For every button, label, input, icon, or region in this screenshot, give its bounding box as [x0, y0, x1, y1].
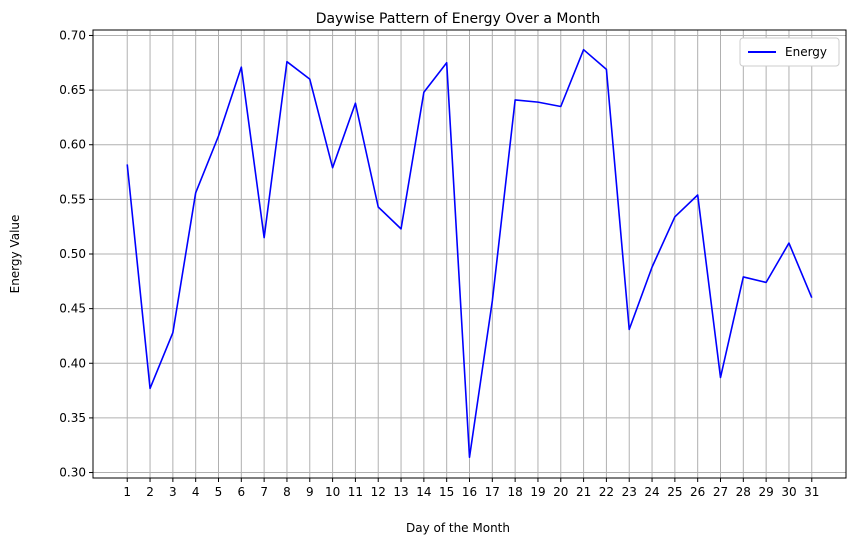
x-tick-label: 18 — [507, 485, 522, 499]
x-tick-label: 20 — [553, 485, 568, 499]
x-tick-label: 22 — [599, 485, 614, 499]
y-tick-label: 0.65 — [59, 83, 86, 97]
x-tick-label: 30 — [781, 485, 796, 499]
x-tick-label: 8 — [283, 485, 291, 499]
x-tick-label: 24 — [644, 485, 659, 499]
y-tick-label: 0.45 — [59, 302, 86, 316]
x-tick-label: 27 — [713, 485, 728, 499]
x-tick-label: 26 — [690, 485, 705, 499]
series-layer — [126, 48, 813, 459]
x-tick-label: 16 — [462, 485, 477, 499]
x-tick-label: 10 — [325, 485, 340, 499]
x-tick-label: 3 — [169, 485, 177, 499]
x-tick-label: 28 — [736, 485, 751, 499]
x-tick-label: 14 — [416, 485, 431, 499]
x-tick-label: 11 — [348, 485, 363, 499]
x-tick-label: 4 — [192, 485, 200, 499]
x-tick-label: 9 — [306, 485, 314, 499]
x-tick-label: 19 — [530, 485, 545, 499]
x-tick-label: 15 — [439, 485, 454, 499]
y-tick-label: 0.70 — [59, 28, 86, 42]
chart-title: Daywise Pattern of Energy Over a Month — [316, 11, 601, 27]
x-tick-label: 12 — [371, 485, 386, 499]
x-tick-label: 5 — [215, 485, 223, 499]
x-tick-label: 2 — [146, 485, 154, 499]
x-tick-label: 31 — [804, 485, 819, 499]
x-tick-label: 25 — [667, 485, 682, 499]
legend-box — [739, 37, 840, 67]
y-tick-label: 0.60 — [59, 138, 86, 152]
x-tick-label: 7 — [260, 485, 268, 499]
series-line-energy — [126, 48, 813, 459]
grid-lines — [93, 30, 846, 478]
x-tick-label: 21 — [576, 485, 591, 499]
y-tick-label: 0.30 — [59, 466, 86, 480]
y-ticks: 0.30 0.35 0.40 0.45 0.50 0.55 0.60 0.65 0.70 — [59, 28, 93, 480]
y-tick-label: 0.35 — [59, 411, 86, 425]
x-tick-label: 17 — [485, 485, 500, 499]
x-tick-label: 23 — [622, 485, 637, 499]
legend-label-energy: Energy — [785, 45, 827, 59]
x-tick-label: 1 — [123, 485, 131, 499]
y-axis-label: Energy Value — [8, 215, 22, 294]
y-tick-label: 0.55 — [59, 192, 86, 206]
legend: Energy — [739, 37, 840, 67]
y-tick-label: 0.40 — [59, 356, 86, 370]
x-tick-label: 6 — [237, 485, 245, 499]
x-tick-label: 29 — [758, 485, 773, 499]
x-ticks: 1 2 3 4 5 6 7 8 9 10 11 12 13 14 15 16 17 18 19 20 21 22 23 24 2… — [123, 478, 819, 499]
x-axis-label: Day of the Month — [406, 521, 510, 535]
y-tick-label: 0.50 — [59, 247, 86, 261]
x-tick-label: 13 — [393, 485, 408, 499]
